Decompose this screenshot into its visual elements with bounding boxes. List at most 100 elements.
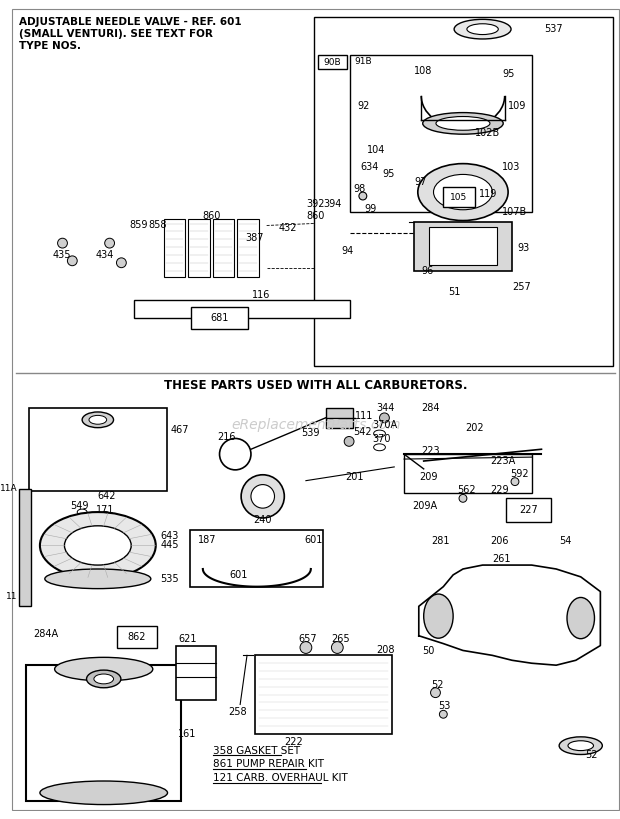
Text: 105: 105	[450, 192, 467, 201]
Text: 11: 11	[6, 592, 17, 601]
Text: 281: 281	[432, 536, 450, 545]
Text: 121 CARB. OVERHAUL KIT: 121 CARB. OVERHAUL KIT	[213, 773, 347, 783]
Text: 387: 387	[245, 233, 264, 243]
Text: 643: 643	[161, 531, 179, 541]
Text: 208: 208	[376, 645, 395, 655]
Circle shape	[459, 495, 467, 502]
Bar	[404, 455, 532, 493]
Text: 432: 432	[278, 224, 297, 233]
Ellipse shape	[467, 24, 498, 34]
Text: 52: 52	[586, 750, 598, 761]
Text: 394: 394	[324, 199, 342, 209]
Text: 535: 535	[161, 574, 179, 584]
Circle shape	[251, 485, 275, 508]
Bar	[326, 408, 353, 428]
Bar	[350, 55, 532, 212]
Ellipse shape	[40, 781, 167, 804]
Bar	[188, 219, 210, 278]
Text: 258: 258	[228, 708, 247, 717]
Text: 562: 562	[457, 486, 476, 495]
Ellipse shape	[436, 116, 490, 130]
Text: 860: 860	[203, 210, 221, 220]
Text: 202: 202	[465, 423, 484, 432]
Ellipse shape	[40, 512, 156, 579]
Text: 50: 50	[422, 646, 434, 657]
Text: 642: 642	[98, 491, 117, 501]
Text: 223A: 223A	[490, 456, 516, 466]
Text: 216: 216	[218, 432, 236, 442]
Ellipse shape	[433, 174, 492, 210]
Text: 96: 96	[422, 265, 434, 276]
Text: 392: 392	[306, 199, 324, 209]
Ellipse shape	[45, 569, 151, 589]
Text: 53: 53	[438, 701, 451, 712]
Text: 94: 94	[341, 246, 353, 256]
Text: 257: 257	[512, 283, 531, 292]
Text: 187: 187	[198, 535, 216, 545]
Text: 108: 108	[414, 66, 432, 76]
Text: 222: 222	[285, 737, 303, 747]
Text: 201: 201	[345, 472, 364, 482]
Text: 265: 265	[332, 634, 350, 644]
Ellipse shape	[82, 412, 113, 428]
Text: 542: 542	[353, 427, 371, 437]
Circle shape	[241, 475, 285, 518]
Ellipse shape	[374, 444, 386, 450]
Text: 209: 209	[418, 472, 437, 482]
Bar	[443, 188, 475, 207]
Text: 54: 54	[559, 536, 572, 545]
Text: 601: 601	[229, 570, 248, 580]
Text: THESE PARTS USED WITH ALL CARBURETORS.: THESE PARTS USED WITH ALL CARBURETORS.	[164, 379, 467, 392]
Bar	[26, 665, 181, 801]
Text: 161: 161	[179, 729, 197, 739]
Text: 634: 634	[360, 161, 378, 171]
Bar	[314, 17, 613, 366]
Circle shape	[430, 688, 440, 698]
Circle shape	[511, 477, 519, 486]
Text: TYPE NOS.: TYPE NOS.	[19, 41, 81, 51]
Circle shape	[300, 641, 312, 654]
Bar	[506, 498, 551, 522]
Text: 95: 95	[383, 170, 395, 179]
Circle shape	[332, 641, 343, 654]
Ellipse shape	[568, 740, 593, 750]
Text: 657: 657	[298, 634, 317, 644]
Text: 102B: 102B	[475, 129, 500, 138]
Text: 229: 229	[490, 486, 509, 495]
Text: 861 PUMP REPAIR KIT: 861 PUMP REPAIR KIT	[213, 759, 324, 769]
Ellipse shape	[418, 164, 508, 220]
Text: 621: 621	[179, 634, 197, 644]
Text: 240: 240	[254, 515, 272, 525]
Text: 103: 103	[502, 161, 521, 171]
Text: eReplacementParts.com: eReplacementParts.com	[231, 418, 401, 432]
Circle shape	[359, 192, 367, 200]
Text: 358 GASKET SET: 358 GASKET SET	[213, 745, 300, 756]
Bar	[190, 530, 322, 586]
Text: 171: 171	[96, 505, 114, 515]
Text: 11A: 11A	[0, 484, 17, 493]
Bar	[428, 228, 497, 265]
Text: 93: 93	[517, 243, 529, 253]
Text: 435: 435	[53, 250, 71, 260]
Circle shape	[440, 710, 447, 718]
Text: 467: 467	[170, 424, 189, 435]
Text: 98: 98	[353, 184, 365, 194]
Text: 209A: 209A	[412, 501, 437, 511]
Circle shape	[105, 238, 115, 248]
Bar	[176, 645, 216, 699]
Ellipse shape	[94, 674, 113, 684]
Text: (SMALL VENTURI). SEE TEXT FOR: (SMALL VENTURI). SEE TEXT FOR	[19, 29, 213, 39]
Circle shape	[379, 413, 389, 423]
Text: 52: 52	[432, 680, 444, 690]
Bar	[255, 655, 392, 734]
Text: 91B: 91B	[354, 57, 371, 66]
Text: 92: 92	[357, 101, 370, 111]
Text: 206: 206	[490, 536, 509, 545]
Text: 99: 99	[365, 204, 377, 214]
Text: 116: 116	[252, 290, 270, 300]
Text: ADJUSTABLE NEEDLE VALVE - REF. 601: ADJUSTABLE NEEDLE VALVE - REF. 601	[19, 17, 242, 27]
Ellipse shape	[454, 20, 511, 39]
Text: 859: 859	[129, 220, 148, 230]
Circle shape	[117, 258, 126, 268]
Text: 284A: 284A	[33, 629, 58, 639]
